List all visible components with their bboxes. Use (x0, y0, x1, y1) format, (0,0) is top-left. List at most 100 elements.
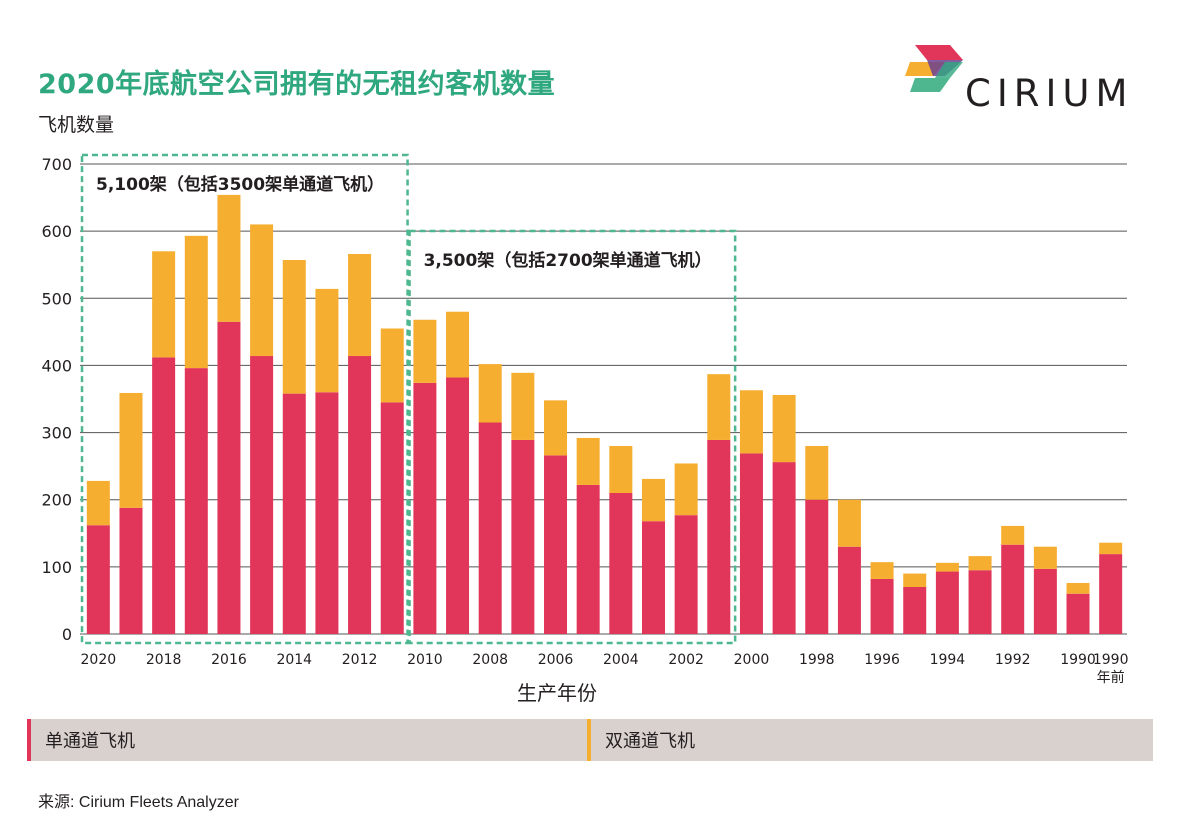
x-tick-label: 1994 (930, 652, 966, 668)
bar-narrowbody (478, 422, 502, 634)
bar-widebody (184, 235, 208, 369)
bar-widebody (837, 499, 861, 547)
bar-widebody (413, 319, 437, 383)
annotation-box (408, 229, 737, 645)
x-tick-label: 1992 (995, 652, 1031, 668)
x-tick-label: 年前 (1097, 669, 1125, 686)
bar-widebody (446, 311, 470, 378)
bar-narrowbody (217, 321, 241, 634)
bar-narrowbody (511, 439, 535, 634)
x-tick-label: 1990 (1060, 652, 1096, 668)
x-axis-ticks: 2020 2018 2016 2014 2012 2010 2008 2006 2004 2002… (81, 652, 1129, 686)
bar-narrowbody (707, 439, 731, 634)
y-tick-label: 400 (41, 356, 72, 375)
bar-narrowbody (348, 356, 372, 634)
y-tick-label: 0 (62, 625, 72, 644)
bar-widebody (772, 394, 796, 463)
bar-narrowbody (576, 484, 600, 634)
bar-narrowbody (413, 382, 437, 634)
bar-widebody (348, 253, 372, 357)
legend-label-widebody: 双通道飞机 (605, 731, 695, 752)
bar-narrowbody (446, 377, 470, 634)
bar-widebody (674, 463, 698, 516)
bar-widebody (380, 328, 404, 403)
bar-narrowbody (380, 402, 404, 634)
bar-widebody (478, 364, 502, 423)
x-tick-label: 2000 (734, 652, 770, 668)
y-tick-label: 100 (41, 558, 72, 577)
x-axis-label: 生产年份 (517, 681, 597, 705)
x-tick-label: 2016 (211, 652, 247, 668)
bar-widebody (805, 446, 829, 500)
annotation-box (80, 153, 409, 645)
x-tick-label: 2006 (538, 652, 574, 668)
x-tick-label: 2004 (603, 652, 639, 668)
bar-widebody (1001, 525, 1025, 545)
x-tick-label: 2008 (472, 652, 508, 668)
bar-narrowbody (641, 521, 665, 634)
annotation-boxes: 5,100架（包括3500架单通道飞机） 3,500架（包括2700架单通道飞机） (80, 153, 737, 645)
bar-widebody (903, 573, 927, 587)
bar-widebody (935, 562, 959, 572)
annotation-label: 3,500架（包括2700架单通道飞机） (424, 250, 712, 271)
bar-widebody (707, 374, 731, 440)
legend-label-narrowbody: 单通道飞机 (45, 731, 135, 752)
bars (86, 194, 1123, 634)
bar-widebody (870, 562, 894, 579)
bar-narrowbody (968, 570, 992, 634)
x-tick-label: 2014 (276, 652, 312, 668)
bar-widebody (968, 556, 992, 571)
legend-item-narrowbody: 单通道飞机 (27, 719, 135, 761)
legend-swatch-narrowbody (27, 719, 31, 761)
bar-widebody (576, 437, 600, 485)
bar-narrowbody (152, 357, 176, 634)
bar-narrowbody (772, 462, 796, 634)
logo-wordmark: CIRIUM (965, 72, 1134, 115)
bar-narrowbody (674, 515, 698, 634)
x-tick-label: 2002 (668, 652, 704, 668)
annotation-label: 5,100架（包括3500架单通道飞机） (96, 174, 384, 195)
bar-widebody (250, 224, 274, 357)
y-tick-label: 300 (41, 424, 72, 443)
bar-narrowbody (184, 368, 208, 634)
bar-narrowbody (250, 356, 274, 634)
bar-widebody (1099, 542, 1123, 555)
x-tick-label: 1998 (799, 652, 835, 668)
bar-widebody (544, 400, 568, 456)
bar-widebody (641, 478, 665, 522)
x-tick-label: 1996 (864, 652, 900, 668)
y-tick-label: 500 (41, 289, 72, 308)
bar-widebody (1033, 546, 1057, 569)
cirium-logo-icon (905, 45, 963, 92)
x-tick-label: 1990 (1093, 652, 1129, 668)
bar-narrowbody (870, 578, 894, 634)
bar-widebody (217, 194, 241, 322)
y-axis-label: 飞机数量 (38, 114, 115, 136)
bar-widebody (86, 480, 110, 526)
bar-narrowbody (119, 507, 143, 634)
bar-narrowbody (837, 546, 861, 634)
bar-narrowbody (935, 571, 959, 634)
bar-widebody (119, 392, 143, 508)
bar-widebody (739, 390, 763, 454)
y-tick-label: 600 (41, 222, 72, 241)
bar-narrowbody (805, 499, 829, 634)
bar-widebody (315, 288, 339, 393)
bar-widebody (1066, 582, 1090, 594)
bar-widebody (609, 446, 633, 493)
bar-narrowbody (739, 453, 763, 634)
bar-widebody (511, 372, 535, 440)
bar-narrowbody (1066, 593, 1090, 634)
bar-narrowbody (86, 525, 110, 634)
bar-narrowbody (1099, 554, 1123, 634)
bar-widebody (282, 260, 306, 394)
bar-narrowbody (1001, 544, 1025, 634)
bar-narrowbody (315, 392, 339, 634)
bar-narrowbody (609, 493, 633, 634)
y-tick-label: 200 (41, 491, 72, 510)
legend-swatch-widebody (587, 719, 591, 761)
y-tick-label: 700 (41, 155, 72, 174)
bar-widebody (152, 251, 176, 358)
source-note: 来源: Cirium Fleets Analyzer (38, 794, 239, 811)
